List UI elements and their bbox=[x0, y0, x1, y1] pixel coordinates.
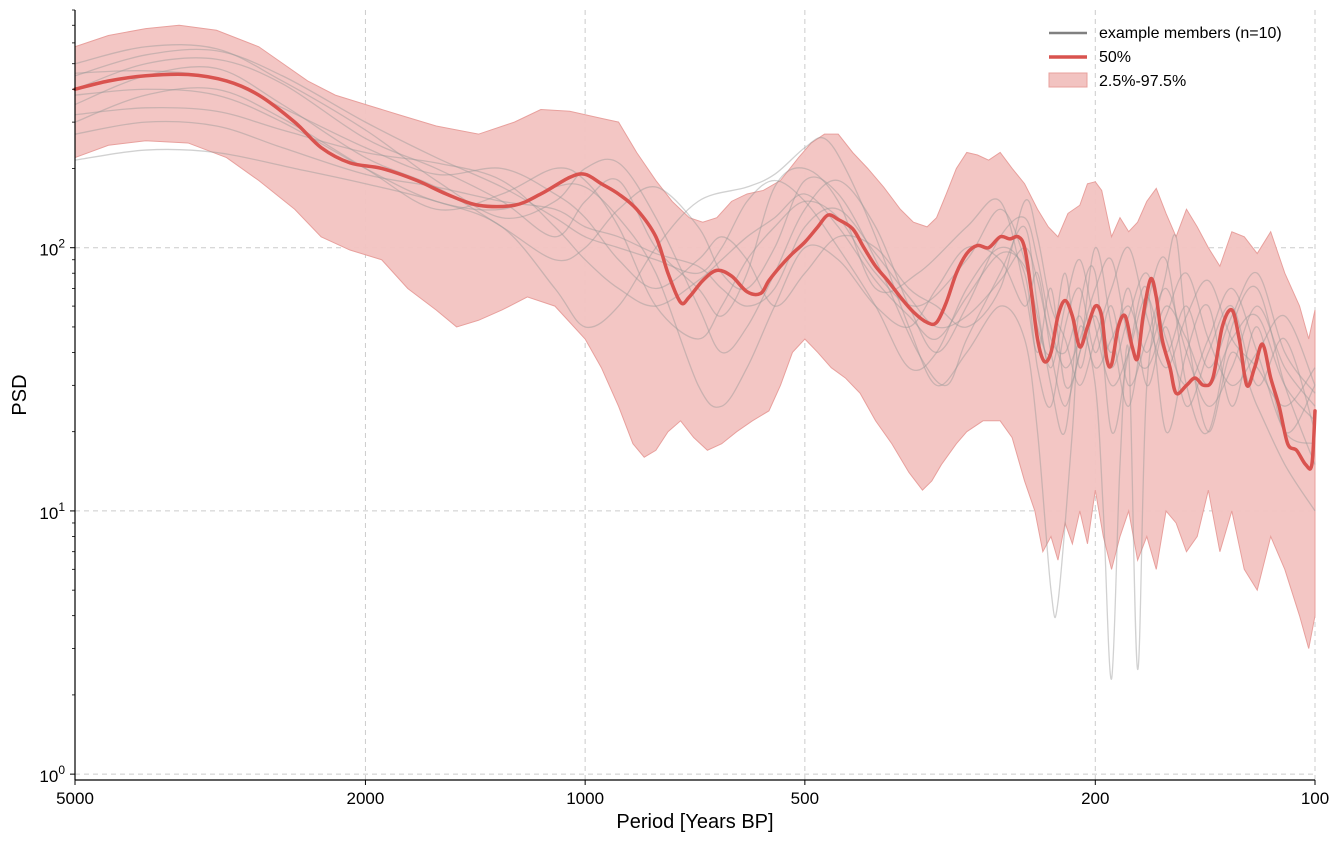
x-ticks: 5000 2000 1000 500 200 100 bbox=[56, 780, 1329, 808]
member-line-8 bbox=[74, 88, 1316, 445]
legend-band-label: 2.5%-97.5% bbox=[1099, 73, 1186, 90]
y-tick-label: 101 bbox=[39, 500, 65, 523]
x-tick-label: 500 bbox=[791, 789, 819, 808]
x-tick-label: 100 bbox=[1301, 789, 1329, 808]
confidence-band bbox=[74, 24, 1316, 649]
x-tick-label: 2000 bbox=[347, 789, 385, 808]
y-tick-label: 102 bbox=[39, 237, 65, 260]
member-line-5 bbox=[74, 48, 1316, 409]
x-tick-label: 1000 bbox=[566, 789, 604, 808]
legend-median-label: 50% bbox=[1099, 49, 1131, 66]
y-tick-label: 100 bbox=[39, 763, 65, 786]
legend: example members (n=10) 50% 2.5%-97.5% bbox=[1048, 25, 1282, 90]
y-axis-label: PSD bbox=[9, 374, 31, 415]
x-axis-label: Period [Years BP] bbox=[616, 811, 773, 833]
member-line-7 bbox=[74, 69, 1316, 407]
member-line-4 bbox=[74, 57, 1316, 465]
member-line-10 bbox=[74, 120, 1316, 422]
x-tick-label: 200 bbox=[1081, 789, 1109, 808]
median-line bbox=[73, 72, 1317, 471]
band-layer bbox=[74, 24, 1316, 649]
legend-band-swatch bbox=[1048, 72, 1088, 88]
median-layer bbox=[73, 72, 1317, 471]
x-tick-label: 5000 bbox=[56, 789, 94, 808]
y-ticks: 100 101 102 bbox=[39, 9, 75, 786]
legend-members-label: example members (n=10) bbox=[1099, 25, 1282, 42]
member-line-3 bbox=[74, 66, 1316, 435]
